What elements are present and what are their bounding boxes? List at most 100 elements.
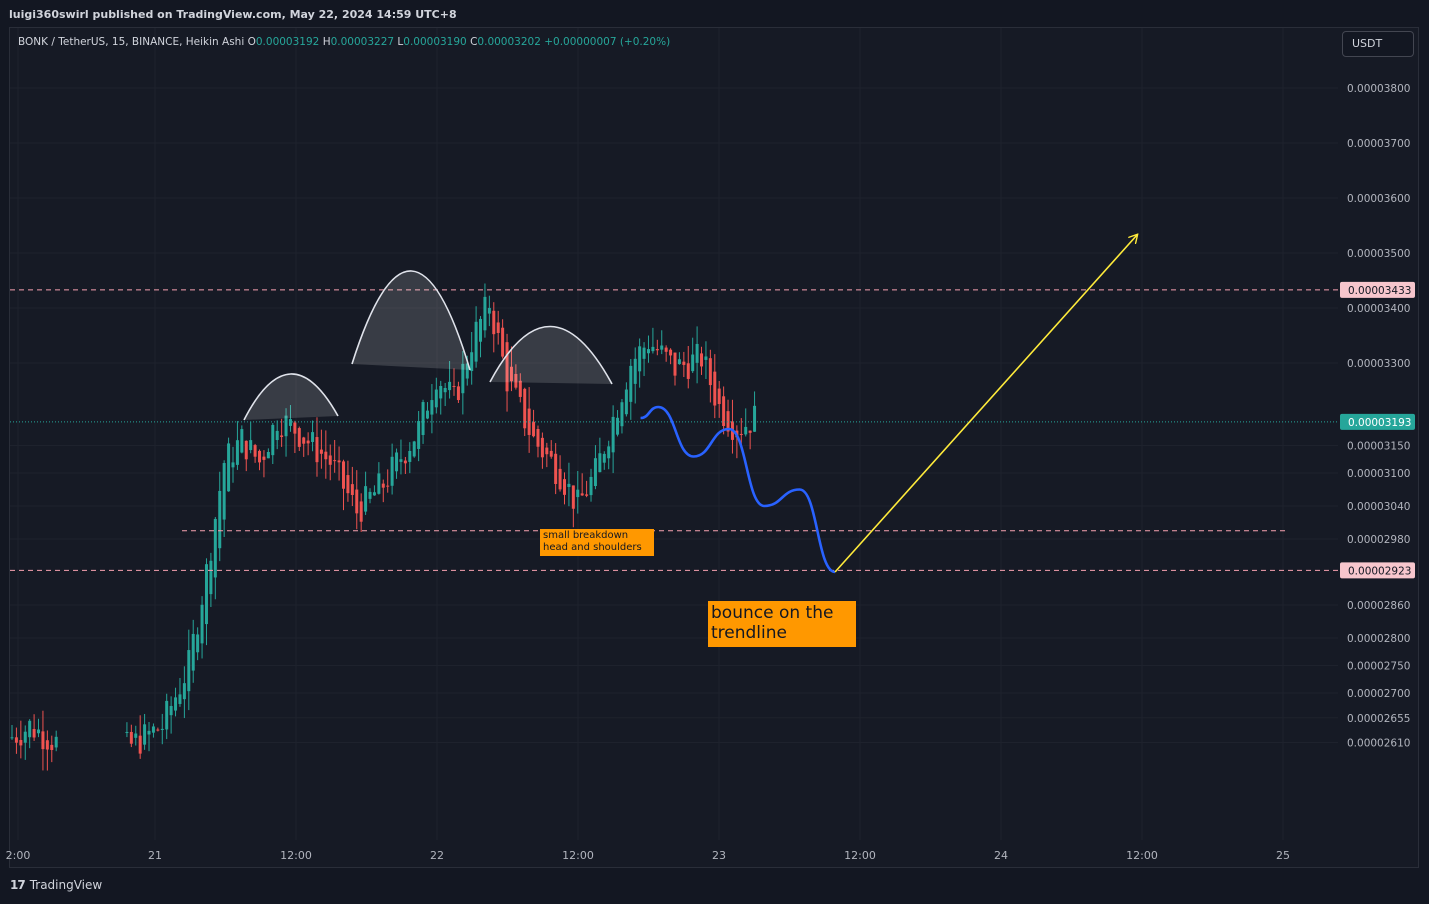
time-tick-label: 12:00: [562, 849, 594, 862]
candle-body: [465, 363, 469, 379]
target-arrow: [834, 235, 1137, 573]
chart-grid: [10, 28, 1338, 840]
symbol-legend: BONK / TetherUS, 15, BINANCE, Heikin Ash…: [18, 36, 670, 48]
candle-body: [620, 402, 624, 427]
candle-body: [45, 740, 49, 750]
candle-body: [227, 443, 231, 492]
chart-frame[interactable]: [9, 27, 1419, 868]
candle-body: [585, 494, 589, 496]
candle-body: [607, 446, 611, 459]
candle-body: [390, 456, 394, 486]
candle-body: [209, 560, 213, 595]
candle-body: [452, 385, 456, 387]
candle-body: [686, 363, 690, 379]
candle-body: [558, 468, 562, 490]
published-by: luigi360swirl published on TradingView.c…: [9, 8, 457, 21]
annotation-bounce-trendline: bounce on the trendline: [708, 601, 856, 647]
candle-body: [496, 322, 500, 333]
price-tick-label: 0.00003500: [1347, 248, 1410, 260]
candle-body: [505, 342, 509, 392]
candle-body: [722, 396, 726, 426]
candle-body: [191, 633, 195, 671]
candle-body: [174, 697, 178, 711]
candle-body: [669, 349, 673, 356]
candle-body: [518, 380, 522, 397]
drawings: [10, 235, 1338, 574]
candle-body: [342, 461, 345, 489]
price-tick-label: 0.00002700: [1347, 688, 1410, 700]
candle-body: [713, 371, 717, 406]
candle-body: [213, 518, 217, 578]
close-label: C: [470, 36, 478, 48]
candle-body: [554, 453, 558, 484]
candle-body: [319, 449, 323, 454]
high-value: 0.00003227: [330, 36, 395, 48]
candle-body: [350, 484, 354, 495]
candle-body: [253, 445, 257, 457]
price-tick-label: 0.00003100: [1347, 468, 1410, 480]
candle-body: [753, 405, 757, 432]
candle-body: [240, 429, 244, 453]
time-tick-label: 24: [994, 849, 1008, 862]
price-tick-label: 0.00003600: [1347, 193, 1410, 205]
candle-body: [549, 450, 553, 457]
candle-body: [23, 731, 27, 743]
candle-body: [461, 363, 465, 394]
candle-body: [545, 447, 549, 455]
candle-body: [355, 489, 359, 514]
candle-body: [664, 347, 668, 352]
candle-body: [306, 440, 310, 444]
candle-body: [324, 451, 328, 460]
candle-body: [41, 731, 45, 750]
candle-body: [333, 460, 337, 462]
candle-body: [474, 321, 478, 362]
candle-body: [187, 650, 191, 692]
candle-body: [677, 359, 681, 365]
candle-body: [381, 483, 385, 488]
candle-body: [293, 422, 297, 434]
candle-body: [14, 737, 18, 743]
candle-body: [501, 327, 505, 357]
candle-body: [704, 356, 708, 360]
currency-button[interactable]: USDT: [1342, 31, 1414, 57]
candle-body: [235, 440, 239, 465]
price-tick-label: 0.00002610: [1347, 738, 1410, 750]
candle-body: [368, 491, 372, 499]
candle-body: [165, 700, 169, 730]
change-value: +0.00000007 (+0.20%): [544, 36, 671, 48]
candle-body: [129, 731, 133, 744]
price-tick-label: 0.00003040: [1347, 501, 1410, 513]
time-tick-label: 12:00: [1126, 849, 1158, 862]
candle-body: [655, 349, 659, 351]
candle-body: [611, 416, 615, 453]
candle-body: [567, 483, 571, 487]
candle-body: [395, 452, 399, 472]
candle-body: [222, 463, 226, 520]
candle-body: [134, 733, 138, 738]
candle-body: [708, 358, 712, 386]
candle-body: [717, 388, 721, 405]
candle-body: [660, 345, 664, 350]
candle-body: [443, 388, 447, 393]
candle-body: [744, 426, 748, 435]
annotation-line: small breakdown: [543, 530, 629, 541]
footer-brand[interactable]: 17 TradingView: [10, 878, 102, 892]
candle-body: [169, 705, 173, 716]
candle-body: [280, 435, 284, 437]
candle-body: [629, 365, 633, 402]
candle-body: [182, 683, 186, 700]
candle-body: [487, 307, 491, 314]
candle-body: [483, 296, 487, 331]
candle-body: [651, 346, 655, 352]
price-tick-label: 0.00002655: [1347, 713, 1410, 725]
low-value: 0.00003190: [403, 36, 467, 48]
price-tick-label: 0.00003700: [1347, 138, 1410, 150]
candle-body: [695, 343, 699, 363]
candle-body: [297, 428, 301, 447]
candle-body: [204, 564, 208, 625]
candle-body: [536, 429, 540, 447]
candle-body: [10, 737, 14, 739]
candle-body: [532, 421, 536, 437]
candle-body: [646, 349, 650, 354]
